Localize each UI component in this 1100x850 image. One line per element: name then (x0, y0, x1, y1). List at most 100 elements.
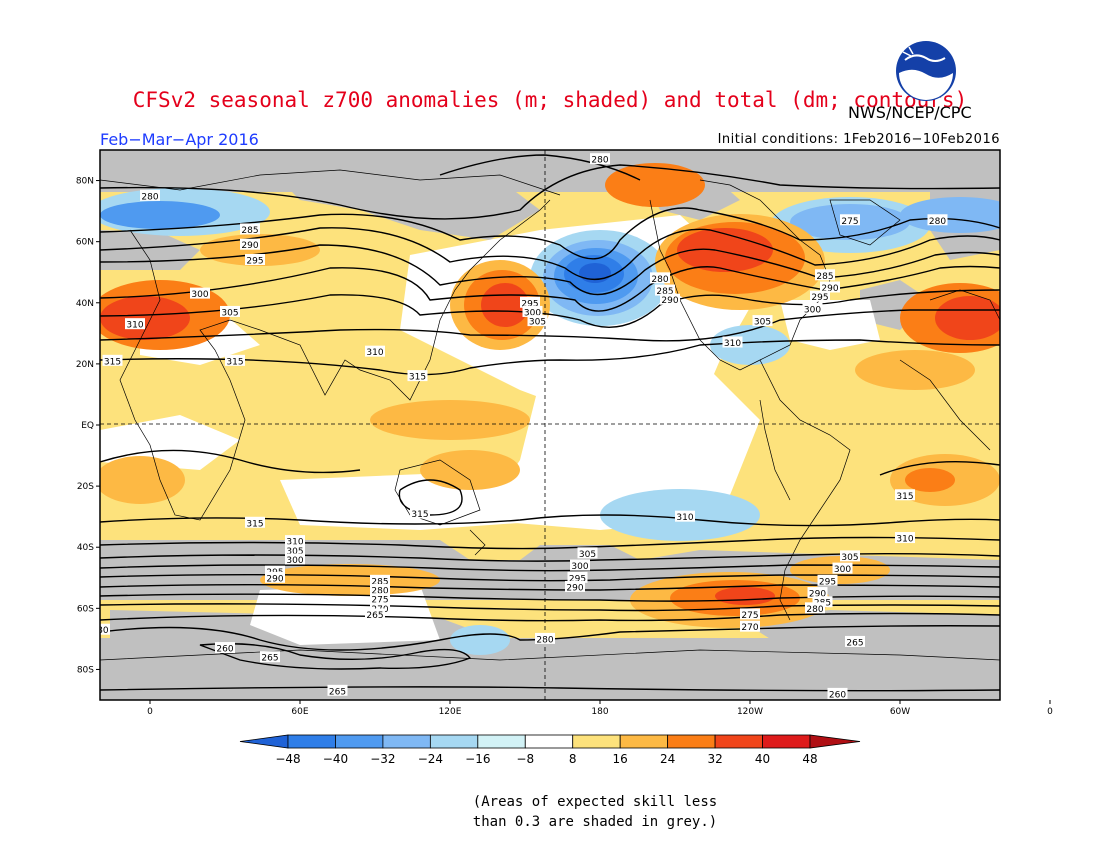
height-contours (100, 154, 1000, 692)
longitude-labels: 0 60E 120E 180 120W 60W 0 (147, 700, 1053, 717)
contour-label: 315 (895, 489, 915, 502)
contour-value: 290 (821, 284, 838, 294)
contour-label: 260 (827, 687, 848, 700)
contour-label: 260 (215, 642, 235, 655)
contour-label: 310 (285, 535, 305, 548)
contour-label: 275 (840, 214, 860, 227)
agency-label: NWS/NCEP/CPC (848, 103, 972, 122)
contour-label: 290 (807, 587, 828, 600)
contour-value: 315 (226, 357, 243, 367)
contour-value: 290 (241, 241, 258, 251)
contour-label: 285 (370, 574, 390, 587)
contour-label: 285 (240, 223, 260, 236)
contour-label: 270 (740, 620, 760, 633)
contour-label: 295 (567, 571, 588, 584)
longitude-tick-label: 0 (1047, 707, 1053, 717)
colorbar-segment (382, 734, 431, 749)
colorbar-tick-label: −48 (275, 752, 300, 766)
contour-label: 290 (565, 580, 585, 593)
contour-value: 285 (371, 577, 388, 587)
colorbar-segment (335, 734, 384, 749)
contour-value: 310 (286, 538, 303, 548)
colorbar-segment (667, 734, 716, 749)
contour-value: 305 (754, 318, 771, 328)
noaa-logo (896, 41, 956, 101)
contour-label: 300 (832, 562, 853, 575)
contour-label: 300 (570, 559, 590, 572)
contour-value: 280 (591, 156, 608, 166)
colorbar-tick-label: −32 (370, 752, 395, 766)
contour-value: 265 (846, 638, 863, 648)
contour-value: 315 (104, 357, 121, 367)
contour-value: 280 (929, 217, 946, 227)
contour-label: 310 (125, 318, 145, 331)
initial-conditions-label: Initial conditions: 1Feb2016−10Feb2016 (717, 132, 1000, 147)
contour-label: 310 (722, 336, 743, 349)
colorbar-segment (429, 734, 479, 749)
footnote-line-2: than 0.3 are shaded in grey.) (472, 814, 718, 830)
colorbar-tick-label: −40 (323, 752, 348, 766)
negative-anomalies (100, 188, 1000, 655)
contour-label: 280 (535, 632, 555, 645)
latitude-tick-label: 80S (77, 665, 94, 675)
contour-label: 280 (805, 602, 825, 615)
colorbar-left-arrow (239, 734, 289, 749)
longitude-tick-label: 60E (291, 707, 308, 717)
contour-value: 290 (566, 583, 583, 593)
contour-value: 290 (809, 590, 826, 600)
contour-value: 295 (811, 293, 828, 303)
contour-value: 265 (329, 687, 346, 697)
contour-label: 300 (285, 553, 305, 566)
contour-label: 315 (245, 516, 265, 529)
colorbar: −48 −40 −32 −24 −16 −8 8 16 24 32 40 48 (239, 734, 861, 766)
latitude-tick-label: 20N (76, 360, 94, 370)
contour-label: 300 (190, 287, 210, 300)
contour-label: 295 (245, 254, 265, 267)
contour-value: 310 (896, 535, 913, 545)
longitude-tick-label: 120E (439, 707, 462, 717)
contour-value: 295 (819, 577, 836, 587)
contour-label: 265 (260, 651, 280, 664)
map-title: CFSv2 seasonal z700 anomalies (m; shaded… (132, 88, 968, 112)
contour-label: 265 (845, 635, 865, 648)
colorbar-segment (619, 734, 669, 749)
contour-label: 280 (140, 189, 160, 202)
contour-value: 300 (834, 565, 851, 575)
contour-value: 305 (841, 553, 858, 563)
contour-label: 295 (520, 296, 540, 309)
contour-label: 305 (752, 315, 773, 328)
longitude-tick-label: 180 (591, 707, 608, 717)
colorbar-tick-label: 16 (613, 752, 628, 766)
contour-label: 285 (655, 284, 675, 297)
positive-anomalies (100, 163, 1000, 628)
latitude-tick-label: EQ (81, 421, 94, 431)
latitude-tick-label: 60S (77, 604, 94, 614)
contour-value: 275 (841, 217, 858, 227)
contour-value: 310 (724, 339, 741, 349)
contour-value: 260 (829, 690, 846, 700)
latitude-tick-label: 40S (77, 543, 94, 553)
contour-value: 295 (246, 257, 263, 267)
contour-label: 280 (370, 584, 390, 597)
contour-label: 290 (820, 281, 840, 294)
colorbar-segment (524, 734, 574, 749)
contour-label: 310 (895, 532, 915, 545)
contour-value: 310 (126, 321, 143, 331)
contour-value: 300 (191, 290, 208, 300)
contour-value: 280 (91, 626, 108, 636)
contour-label: 285 (815, 269, 835, 282)
colorbar-tick-label: 8 (569, 752, 577, 766)
contour-value: 275 (371, 596, 388, 606)
contour-label: 305 (840, 550, 860, 563)
contour-label: 305 (577, 547, 598, 560)
latitude-tick-label: 60N (76, 238, 94, 248)
colorbar-tick-label: 24 (660, 752, 675, 766)
colorbar-tick-label: 32 (707, 752, 722, 766)
contour-value: 265 (366, 611, 383, 621)
contour-label: 275 (370, 593, 390, 606)
contour-value: 315 (246, 519, 263, 529)
contour-value: 305 (221, 308, 238, 318)
contour-label: 280 (590, 153, 610, 166)
contour-value: 280 (651, 275, 668, 285)
